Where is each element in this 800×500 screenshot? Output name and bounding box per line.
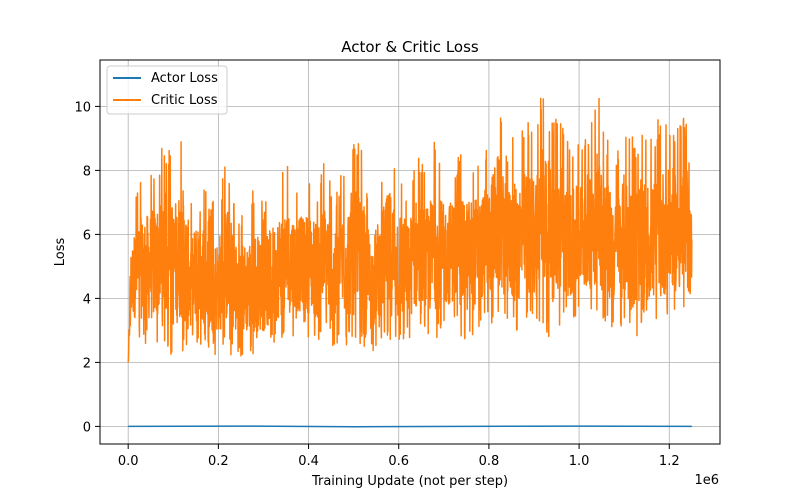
y-axis-ticks: 0 2 4 6 8 10: [74, 100, 100, 435]
legend-label-critic-loss: Critic Loss: [151, 93, 218, 108]
legend: Actor Loss Critic Loss: [106, 65, 228, 115]
y-tick-label: 4: [83, 292, 91, 307]
x-tick-label: 0.8: [479, 454, 500, 469]
legend-label-actor-loss: Actor Loss: [151, 71, 218, 86]
x-axis-offset-label: 1e6: [694, 473, 719, 488]
y-tick-label: 6: [83, 228, 91, 243]
x-tick-label: 1.0: [569, 454, 590, 469]
chart-title: Actor & Critic Loss: [341, 38, 479, 56]
plot-area: [127, 97, 693, 428]
axes-frame: [99, 59, 721, 445]
x-tick-label: 0.0: [118, 454, 139, 469]
x-axis-ticks: 0.0 0.2 0.4 0.6 0.8 1.0 1.2: [118, 444, 680, 469]
y-tick-label: 10: [74, 100, 91, 115]
x-axis-label: Training Update (not per step): [311, 474, 508, 489]
x-tick-label: 0.4: [298, 454, 319, 469]
y-tick-label: 8: [83, 164, 91, 179]
x-tick-label: 1.2: [659, 454, 680, 469]
x-tick-label: 0.6: [388, 454, 409, 469]
y-tick-label: 2: [83, 356, 91, 371]
series-line-critic-loss: [127, 97, 693, 363]
x-tick-label: 0.2: [208, 454, 229, 469]
y-tick-label: 0: [83, 420, 91, 435]
series-line-actor-loss: [128, 425, 692, 428]
y-axis-label: Loss: [53, 238, 68, 267]
